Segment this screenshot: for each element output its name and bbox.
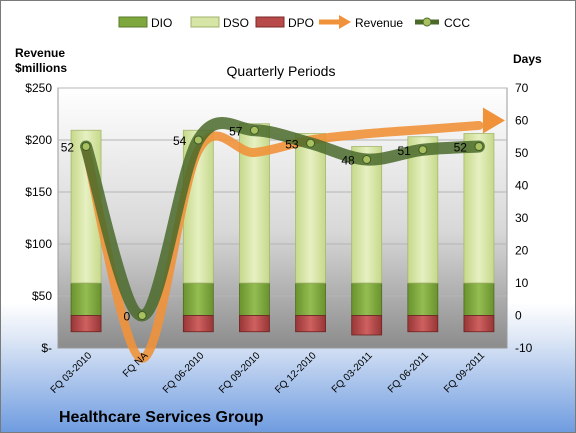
right-tick-label: 50 [515,146,529,160]
left-tick-label: $250 [25,81,52,95]
ccc-data-label: 52 [61,141,75,155]
legend-ccc-label: CCC [444,16,470,30]
legend-dio-label: DIO [151,16,172,30]
right-axis-title: Days [513,52,542,66]
right-tick-label: 20 [515,244,529,258]
ccc-data-label: 52 [454,141,468,155]
bar-dio [182,282,214,316]
right-tick-label: 60 [515,114,529,128]
legend-revenue-arrow-icon [319,15,351,29]
bar-dpo [70,315,102,333]
ccc-data-label: 53 [285,137,299,151]
x-tick-label: FQ 06-2010 [161,350,207,396]
ccc-point [249,125,259,135]
right-tick-label: 70 [515,81,529,95]
x-axis-ticks: FQ 03-2010 FQ NA FQ 06-2010 FQ 09-2010 FQ 12… [49,350,488,396]
bar-dpo [351,315,383,336]
right-tick-label: 0 [515,309,522,323]
ccc-data-label: 48 [341,154,355,168]
ccc-point [418,145,428,155]
x-tick-label: FQ 09-2010 [217,350,263,396]
left-tick-label: $200 [25,133,52,147]
bar-dio [70,282,102,316]
revenue-line [81,120,484,363]
bar-dio [463,282,495,316]
legend-dpo-label: DPO [288,16,314,30]
ccc-point [362,155,372,164]
right-tick-label: 10 [515,276,529,290]
x-tick-label: FQ 06-2011 [386,350,431,395]
x-tick-label: FQ 03-2011 [330,350,375,395]
left-axis-ticks: $- $50 $100 $150 $200 $250 [25,81,52,355]
ccc-point [81,142,91,151]
bar-dio [295,282,326,316]
bar-dpo [239,315,270,333]
ccc-data-label: 0 [124,310,131,324]
bars [70,123,495,336]
bar-dio [351,282,383,316]
ccc-point [306,138,316,148]
bar-dpo [407,315,439,333]
legend-dso-label: DSO [223,16,249,30]
revenue-arrowhead [482,107,505,134]
x-tick-label: FQ 09-2011 [442,350,487,395]
chart-subtitle: Quarterly Periods [227,63,336,79]
left-tick-label: $100 [25,237,52,251]
right-axis-ticks: -10 0 10 20 30 40 50 60 70 [515,81,533,355]
x-tick-label: FQ 12-2010 [273,350,319,396]
bar-dso [351,146,383,284]
x-tick-label: FQ 03-2010 [49,350,95,396]
bar-dio [239,282,270,316]
ccc-data-label: 54 [173,134,187,148]
bar-dpo [463,315,495,333]
left-tick-label: $150 [25,185,52,199]
left-tick-label: $50 [32,289,52,303]
bar-dso [295,133,326,284]
bar-dpo [295,315,326,333]
legend-dpo-swatch [255,16,285,28]
bar-dio [407,282,439,316]
legend-ccc-marker-icon [415,17,439,27]
left-axis-title-line1: Revenue [15,46,65,60]
legend: DIO DSO DPO Revenue CCC [118,15,470,30]
legend-dio-swatch [118,16,148,28]
series-lines [80,107,505,363]
left-tick-label: $- [41,341,52,355]
bar-dpo [182,315,214,333]
ccc-point [474,142,484,151]
right-tick-label: 30 [515,211,529,225]
bar-dso [463,133,495,284]
ccc-data-label: 57 [229,124,243,138]
left-axis-title-line2: $millions [15,61,67,75]
ccc-point [193,135,203,145]
data-labels: 52 0 54 57 53 48 51 52 [61,124,468,323]
bar-dso [407,136,439,284]
legend-dso-swatch [190,16,220,28]
right-tick-label: -10 [515,341,533,355]
chart-footer: Healthcare Services Group [59,409,264,426]
right-tick-label: 40 [515,179,529,193]
ccc-data-label: 51 [397,144,411,158]
legend-revenue-label: Revenue [355,16,403,30]
ccc-point [137,311,147,320]
